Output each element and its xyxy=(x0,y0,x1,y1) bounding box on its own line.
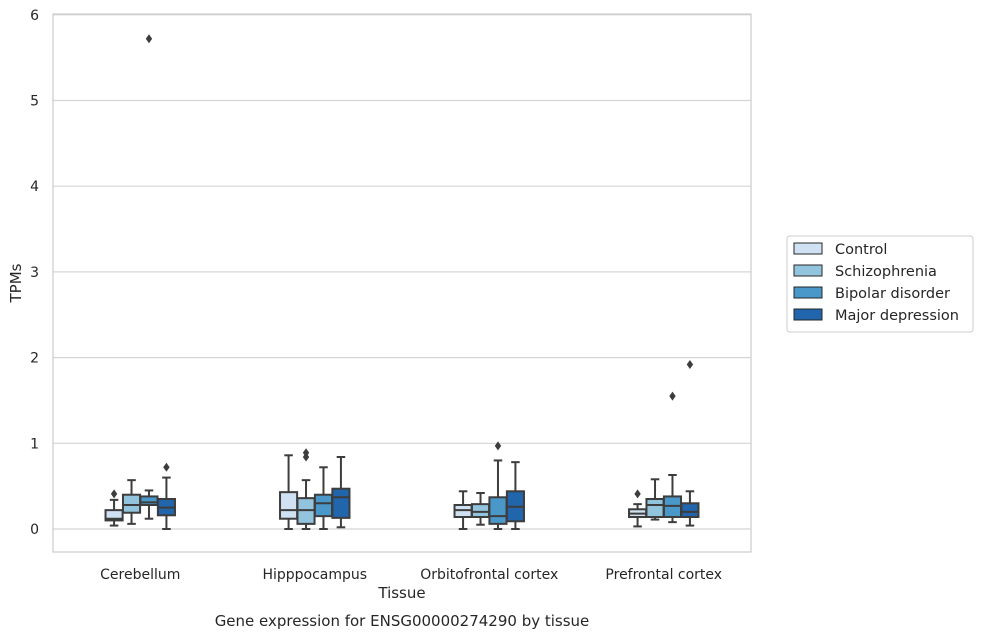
x-tick-label: Hipppocampus xyxy=(262,567,367,583)
outlier-point xyxy=(302,448,310,458)
legend-swatch-schizophrenia xyxy=(793,264,823,277)
box-hipppocampus-bipolar-disorder xyxy=(313,466,334,530)
legend-swatch-major-depression xyxy=(793,308,823,321)
legend-label-schizophrenia: Schizophrenia xyxy=(835,264,937,280)
y-tick-labels: 0 1 2 3 4 5 6 xyxy=(30,8,39,538)
legend-label-bipolar-disorder: Bipolar disorder xyxy=(835,286,950,302)
y-tick-label: 1 xyxy=(30,436,39,452)
outlier-point xyxy=(634,489,641,499)
outlier-point xyxy=(686,359,694,369)
y-tick-label: 2 xyxy=(30,351,39,367)
outlier-point xyxy=(669,391,676,401)
box-iqr xyxy=(680,502,700,519)
box-iqr xyxy=(488,496,508,525)
outlier-point xyxy=(494,441,502,451)
legend-swatch-control xyxy=(793,242,823,255)
box-iqr xyxy=(139,495,159,507)
box-prefrontal-cortex-major-depression xyxy=(680,359,700,527)
gridlines xyxy=(53,14,751,530)
box-orbitofrontal-cortex-control xyxy=(453,490,473,530)
legend-label-major-depression: Major depression xyxy=(835,308,959,324)
y-tick-label: 0 xyxy=(30,522,39,538)
box-hipppocampus-schizophrenia xyxy=(296,448,316,530)
x-axis-label: Tissue xyxy=(377,584,425,602)
box-cerebellum-control xyxy=(104,489,124,527)
box-orbitofrontal-cortex-bipolar-disorder xyxy=(488,441,508,530)
legend-swatch-bipolar-disorder xyxy=(793,286,823,299)
box-cerebellum-schizophrenia xyxy=(121,479,142,525)
box-iqr xyxy=(279,491,299,520)
box-cerebellum-major-depression xyxy=(156,462,176,530)
box-iqr xyxy=(104,509,124,522)
legend: Control Schizophrenia Bipolar disorder Majo… xyxy=(786,235,974,333)
box-hipppocampus-major-depression xyxy=(331,456,351,529)
outlier-point xyxy=(145,34,153,44)
plot-frame xyxy=(52,13,752,553)
box-orbitofrontal-cortex-schizophrenia xyxy=(470,492,491,526)
box-iqr xyxy=(121,493,142,514)
x-tick-label: Orbitofrontal cortex xyxy=(420,567,558,583)
box-orbitofrontal-cortex-major-depression xyxy=(505,461,525,530)
box-prefrontal-cortex-schizophrenia xyxy=(645,478,665,521)
chart-caption: Gene expression for ENSG00000274290 by t… xyxy=(215,612,590,630)
x-tick-label: Prefrontal cortex xyxy=(605,567,722,583)
box-prefrontal-cortex-control xyxy=(628,489,648,528)
box-iqr xyxy=(645,498,665,519)
x-tick-label: Cerebellum xyxy=(100,567,180,583)
legend-label-control: Control xyxy=(835,242,887,258)
box-iqr xyxy=(331,487,351,519)
y-axis-label: TPMs xyxy=(7,263,25,303)
outlier-point xyxy=(110,489,118,499)
box-cerebellum-bipolar-disorder xyxy=(139,34,159,520)
box-groups xyxy=(104,34,700,530)
x-tick-labels: Cerebellum Hipppocampus Orbitofrontal cort… xyxy=(100,567,722,583)
y-tick-label: 6 xyxy=(30,8,39,24)
y-tick-label: 3 xyxy=(30,265,39,281)
box-hipppocampus-control xyxy=(279,454,299,530)
y-tick-label: 5 xyxy=(30,94,39,110)
legend-frame xyxy=(786,235,974,333)
outlier-point xyxy=(163,462,170,472)
y-tick-label: 4 xyxy=(30,179,39,195)
box-iqr xyxy=(470,503,491,519)
box-iqr xyxy=(313,493,334,518)
box-prefrontal-cortex-bipolar-disorder xyxy=(662,391,683,524)
